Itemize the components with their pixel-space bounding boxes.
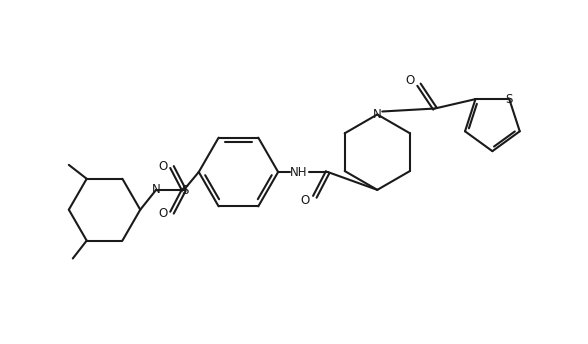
Text: S: S xyxy=(181,184,189,197)
Text: O: O xyxy=(158,207,168,220)
Text: O: O xyxy=(300,194,309,207)
Text: O: O xyxy=(158,160,168,173)
Text: N: N xyxy=(152,183,161,196)
Text: O: O xyxy=(406,74,415,87)
Text: S: S xyxy=(506,93,513,106)
Text: N: N xyxy=(373,108,382,121)
Text: NH: NH xyxy=(290,165,308,179)
